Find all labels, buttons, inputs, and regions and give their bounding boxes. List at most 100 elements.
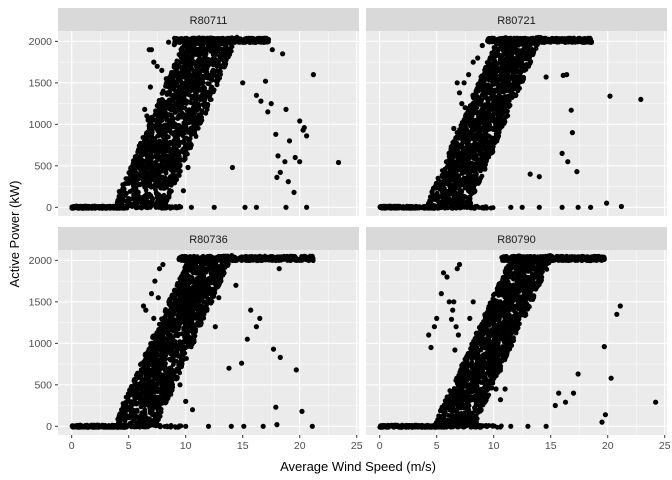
data-point: [455, 142, 461, 148]
data-point: [240, 80, 246, 86]
data-point: [192, 110, 198, 115]
data-point: [479, 154, 485, 160]
facet-panel-R80721: R80721: [366, 8, 667, 216]
data-point: [575, 39, 580, 45]
data-point: [445, 196, 451, 202]
data-point: [161, 145, 167, 151]
data-point: [175, 99, 181, 105]
data-point: [588, 204, 594, 210]
data-point: [274, 174, 280, 180]
data-point: [496, 88, 502, 93]
data-point: [469, 160, 474, 166]
data-point: [498, 75, 504, 81]
data-point: [167, 164, 173, 169]
data-point: [223, 44, 228, 49]
data-point: [442, 177, 448, 183]
data-point: [263, 39, 268, 45]
data-point: [208, 48, 214, 54]
data-point: [163, 184, 169, 189]
data-point: [462, 123, 468, 128]
data-point: [462, 151, 467, 157]
data-point: [158, 175, 164, 181]
data-point: [132, 154, 138, 160]
data-point: [565, 159, 571, 165]
data-point: [130, 202, 136, 207]
data-point: [196, 112, 202, 118]
data-point: [531, 47, 537, 53]
data-point: [163, 109, 168, 115]
data-point: [474, 203, 480, 209]
data-point: [443, 159, 449, 165]
data-point: [378, 205, 384, 211]
data-point: [493, 131, 499, 137]
data-point: [470, 59, 476, 65]
data-point: [190, 36, 195, 42]
data-point: [224, 37, 230, 43]
data-point: [291, 189, 297, 195]
data-point: [155, 115, 161, 121]
data-point: [556, 36, 561, 42]
data-point: [235, 35, 240, 41]
data-point: [475, 55, 481, 61]
data-point: [446, 154, 452, 159]
data-point: [188, 132, 194, 138]
data-point: [455, 146, 461, 151]
data-point: [488, 151, 493, 157]
data-point: [486, 118, 492, 123]
data-point: [491, 62, 496, 68]
data-point: [480, 102, 486, 108]
data-point: [297, 118, 303, 124]
data-point: [163, 137, 169, 143]
data-point: [205, 102, 211, 107]
data-point: [510, 71, 516, 76]
data-point: [471, 94, 477, 100]
data-point: [191, 102, 197, 108]
data-point: [484, 205, 490, 211]
data-point: [454, 130, 460, 136]
data-point: [134, 180, 139, 186]
data-point: [145, 146, 151, 151]
data-point: [143, 187, 149, 193]
data-point: [163, 76, 169, 82]
data-point: [435, 184, 441, 190]
data-point: [139, 201, 145, 207]
data-point: [480, 159, 486, 165]
data-point: [157, 125, 163, 131]
data-point: [156, 98, 162, 103]
data-point: [153, 159, 159, 165]
data-point: [528, 36, 533, 41]
data-point: [283, 204, 289, 210]
data-point: [253, 204, 259, 210]
data-point: [510, 87, 515, 92]
data-point: [175, 114, 181, 120]
data-point: [488, 205, 494, 211]
data-point: [215, 36, 221, 42]
data-point: [175, 108, 181, 114]
data-point: [462, 155, 467, 160]
data-point: [227, 52, 233, 57]
facet-strip-label: R80736: [189, 234, 228, 246]
data-point: [186, 85, 192, 90]
data-point: [310, 72, 316, 78]
data-point: [207, 97, 213, 103]
data-point: [136, 189, 141, 195]
data-point: [459, 101, 465, 107]
data-point: [434, 190, 440, 196]
data-point: [292, 154, 298, 161]
data-point: [467, 189, 473, 195]
data-point: [483, 150, 489, 156]
data-point: [574, 169, 580, 175]
data-point: [98, 423, 104, 429]
data-point: [188, 204, 194, 210]
data-point: [209, 69, 215, 75]
data-point: [485, 38, 491, 44]
data-point: [83, 203, 88, 209]
data-point: [217, 53, 223, 59]
data-point: [607, 93, 613, 99]
data-point: [473, 99, 479, 104]
data-point: [141, 149, 146, 154]
data-point: [146, 194, 152, 200]
data-point: [218, 46, 223, 52]
data-point: [467, 116, 473, 121]
